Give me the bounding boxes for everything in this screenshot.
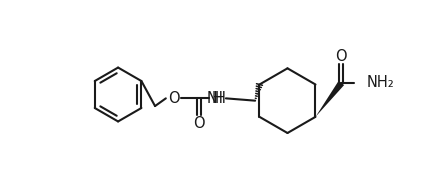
Text: O: O [193, 116, 205, 130]
Text: N: N [206, 91, 218, 106]
Polygon shape [315, 81, 344, 117]
Text: H: H [212, 91, 223, 106]
Text: O: O [168, 91, 179, 106]
Text: O: O [335, 49, 347, 64]
Text: NH₂: NH₂ [367, 75, 395, 90]
Text: H: H [215, 91, 226, 106]
